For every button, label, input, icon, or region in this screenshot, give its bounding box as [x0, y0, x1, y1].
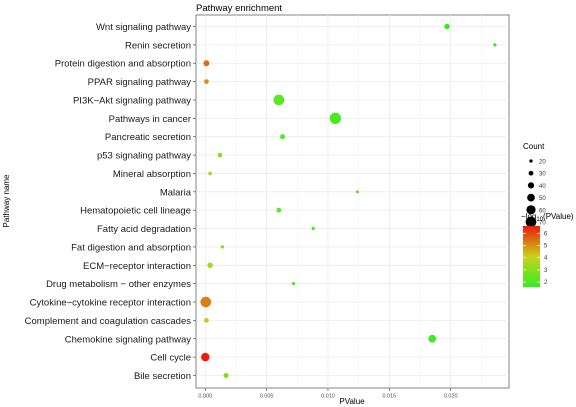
- y-tick-label: Renin secretion: [125, 40, 191, 51]
- chart-title: Pathway enrichment: [196, 3, 282, 14]
- color-legend-bar: [523, 226, 540, 287]
- data-points: [200, 23, 497, 379]
- x-tick-label: 0.010: [321, 394, 335, 400]
- data-point: [444, 23, 450, 30]
- color-legend-title-suffix: (PValue): [543, 212, 574, 221]
- count-legend-dot: [527, 182, 535, 189]
- count-legend-label: 20: [539, 160, 546, 166]
- x-tick-label: 0.015: [382, 394, 396, 400]
- x-tick-label: 0.000: [198, 394, 212, 400]
- color-legend-title-prefix: −log: [521, 212, 536, 221]
- y-tick-label: Fat digestion and absorption: [71, 242, 191, 253]
- y-tick-label: Drug metabolism − other enzymes: [46, 279, 191, 290]
- count-legend-label: 30: [539, 172, 546, 178]
- data-point: [273, 94, 285, 106]
- y-tick-label: Malaria: [160, 187, 192, 198]
- y-tick-label: p53 signaling pathway: [97, 151, 191, 162]
- data-point: [204, 318, 209, 323]
- y-axis-ticks: Wnt signaling pathway Renin secretion Prot…: [25, 22, 196, 382]
- y-tick-label: PPAR signaling pathway: [88, 77, 192, 88]
- x-tick-label: 0.020: [444, 394, 458, 400]
- count-legend: Count 20 30 40 50 60 70: [523, 142, 546, 228]
- data-point: [280, 134, 286, 140]
- color-legend-label: 3: [544, 268, 548, 274]
- y-tick-label: Cell cycle: [150, 353, 191, 364]
- y-tick-label: Fatty acid degradation: [97, 224, 191, 235]
- y-tick-label: Cytokine−cytokine receptor interaction: [30, 298, 191, 309]
- color-legend-label: 5: [544, 244, 548, 250]
- data-point: [200, 296, 212, 308]
- data-point: [311, 226, 315, 231]
- x-axis-ticks: 0.000 0.005 0.010 0.015 0.020: [198, 388, 458, 400]
- count-legend-dot: [528, 170, 534, 176]
- y-tick-label: Protein digestion and absorption: [55, 59, 191, 70]
- count-legend-dot: [525, 216, 537, 228]
- color-legend-label: 6: [544, 231, 548, 237]
- data-point: [428, 334, 437, 343]
- y-tick-label: Bile secretion: [134, 371, 191, 382]
- count-legend-title: Count: [523, 142, 545, 151]
- color-legend-label: 2: [544, 280, 548, 286]
- color-legend-label: 4: [544, 256, 548, 262]
- data-point: [355, 190, 359, 194]
- y-axis-label: Pathway name: [2, 174, 11, 227]
- data-point: [204, 79, 209, 84]
- count-legend-dot: [526, 205, 536, 215]
- y-tick-label: Complement and coagulation cascades: [25, 316, 192, 327]
- count-legend-label: 70: [539, 221, 546, 227]
- y-tick-label: Wnt signaling pathway: [96, 22, 191, 33]
- plot-panel: [195, 14, 510, 389]
- pvalue-color-legend: −log10(PValue) 2 3 4 5 6: [521, 212, 574, 287]
- y-tick-label: PI3K−Akt signaling pathway: [73, 95, 191, 106]
- count-legend-dot: [527, 193, 535, 202]
- data-point: [208, 171, 212, 176]
- y-tick-label: Pancreatic secretion: [105, 132, 191, 143]
- data-point: [217, 152, 223, 158]
- count-legend-label: 50: [539, 196, 546, 202]
- count-legend-label: 60: [539, 208, 546, 214]
- count-legend-label: 40: [539, 184, 546, 190]
- data-point: [291, 282, 296, 286]
- data-point: [203, 60, 210, 67]
- data-point: [223, 372, 229, 379]
- color-legend-title-sub: 10: [536, 217, 543, 223]
- data-point: [220, 245, 225, 249]
- y-tick-label: Hematopoietic cell lineage: [80, 206, 191, 217]
- grid-lines: [196, 15, 509, 388]
- data-point: [207, 262, 213, 269]
- data-point: [493, 43, 497, 47]
- data-point: [276, 207, 282, 213]
- y-tick-label: ECM−receptor interaction: [83, 261, 191, 272]
- color-legend-title: −log10(PValue): [521, 212, 574, 223]
- x-tick-label: 0.005: [260, 394, 274, 400]
- data-point: [201, 352, 210, 362]
- y-tick-label: Pathways in cancer: [109, 114, 191, 125]
- y-tick-label: Chemokine signaling pathway: [65, 334, 191, 345]
- y-tick-label: Mineral absorption: [113, 169, 191, 180]
- x-axis-label: PValue: [339, 397, 365, 406]
- count-legend-dot: [529, 159, 533, 163]
- data-point: [329, 112, 342, 125]
